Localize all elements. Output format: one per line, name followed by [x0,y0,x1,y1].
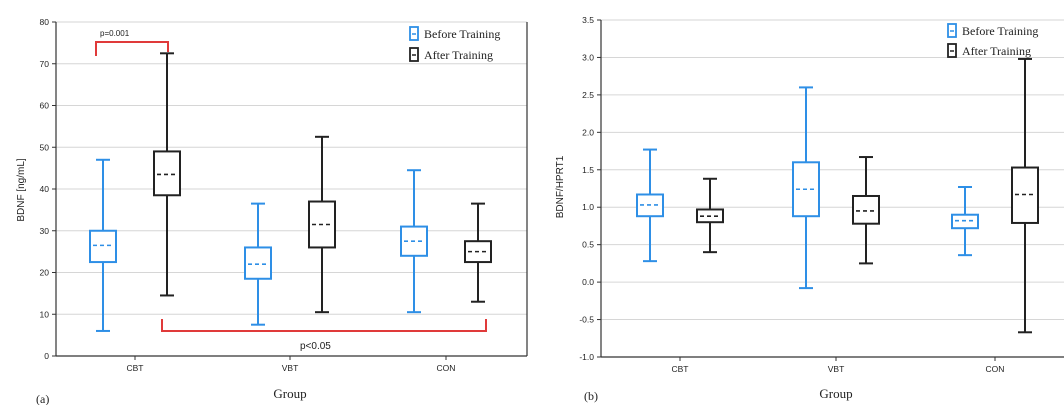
y-tick-label: 2.5 [582,90,594,100]
box-plot [153,52,181,297]
panel-a-grid [56,21,527,315]
y-tick-label: -1.0 [579,352,594,362]
panel-b-label: (b) [584,389,598,403]
panel-a-label: (a) [36,392,49,405]
box-plot [400,169,428,314]
y-tick-label: 10 [40,309,50,319]
y-tick-label: 0 [44,351,49,361]
panel-a-legend: Before Training After Training [409,26,500,62]
panel-b-ylabel: BDNF/HPRT1 [555,155,566,218]
box-iqr [153,150,181,197]
y-tick-label: 0.5 [582,240,594,250]
annotation-p-top: p=0.001 [100,29,130,38]
legend-label: Before Training [962,24,1038,38]
panel-b: -1.0-0.50.00.51.01.52.02.53.03.5 CBT VBT C… [555,15,1064,403]
y-tick-label: 3.5 [582,15,594,25]
legend-label: After Training [962,44,1031,58]
x-tick-label: VBT [282,363,299,373]
legend-item: Before Training [409,26,500,41]
y-tick-label: 3.0 [582,52,594,62]
box-plot [792,86,820,290]
box-iqr [244,246,272,280]
panel-b-legend: Before Training After Training [947,23,1038,58]
panel-a-annotations: p=0.001 p<0.05 [95,29,487,352]
y-tick-label: 80 [40,17,50,27]
significance-bracket-top [95,41,169,56]
box-iqr [852,194,880,225]
y-tick-label: 2.0 [582,127,594,137]
legend-item: After Training [409,47,493,62]
box-plot [89,158,117,332]
box-plot [696,177,724,254]
panel-a-plot [89,52,492,332]
box-plot [1011,57,1039,334]
annotation-p-bottom: p<0.05 [300,341,331,352]
legend-label: Before Training [424,27,500,41]
y-tick-label: 70 [40,59,50,69]
box-plot [636,148,664,263]
y-tick-label: 30 [40,226,50,236]
panel-a-xlabel: Group [273,386,306,401]
y-tick-label: 20 [40,268,50,278]
y-tick-label: 1.5 [582,165,594,175]
y-tick-label: 50 [40,142,50,152]
panel-a: 0 10 20 30 40 50 60 70 80 CBT VBT CON Before Train… [16,17,528,405]
box-plot [951,186,979,257]
y-tick-label: 60 [40,101,50,111]
panel-b-category-labels: CBT VBT CON [672,357,1005,374]
y-tick-label: 0.0 [582,277,594,287]
x-tick-label: CBT [127,363,144,373]
box-plot [308,135,336,314]
x-tick-label: CBT [672,364,689,374]
y-tick-label: 1.0 [582,202,594,212]
box-plot [244,202,272,326]
x-tick-label: CON [986,364,1005,374]
box-iqr [89,229,117,264]
significance-bracket-bottom [161,319,487,332]
y-tick-label: 40 [40,184,50,194]
y-tick-label: -0.5 [579,315,594,325]
legend-label: After Training [424,48,493,62]
panel-b-xlabel: Group [819,386,852,401]
legend-item: Before Training [947,23,1038,38]
box-plot [464,202,492,303]
panel-b-grid [601,19,1064,321]
panel-a-category-labels: CBT VBT CON [127,356,456,373]
panel-a-ylabel: BDNF [ng/mL] [16,158,27,222]
panel-b-y-ticks: -1.0 -0.5 0.0 0.5 1.0 1.5 2.0 2.5 3.0 3.5 [579,15,1064,362]
panel-b-plot [636,57,1039,334]
x-tick-label: VBT [828,364,845,374]
legend-item: After Training [947,43,1031,58]
x-tick-label: CON [437,363,456,373]
box-plot [852,156,880,265]
